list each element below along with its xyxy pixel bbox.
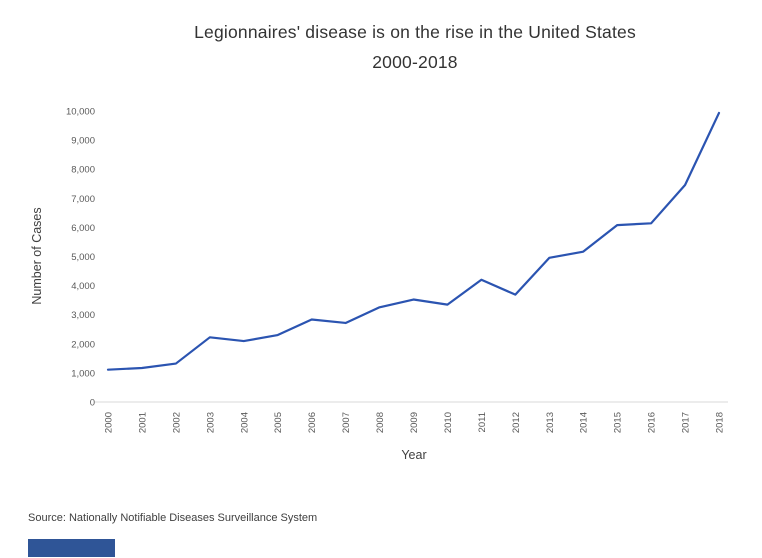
y-tick-label: 7,000 <box>71 194 95 205</box>
accent-bar <box>28 539 115 557</box>
x-tick-label: 2017 <box>681 412 692 433</box>
x-tick-label: 2004 <box>239 412 250 433</box>
source-note: Source: Nationally Notifiable Diseases S… <box>28 512 318 524</box>
x-tick-label: 2005 <box>273 412 284 433</box>
y-tick-label: 9,000 <box>71 136 95 147</box>
x-tick-label: 2015 <box>613 412 624 433</box>
x-tick-label: 2012 <box>511 412 522 433</box>
data-line-series <box>106 111 721 371</box>
x-tick-label: 2002 <box>171 412 182 433</box>
chart-title-line1: Legionnaires' disease is on the rise in … <box>194 22 636 42</box>
x-tick-label: 2003 <box>205 412 216 433</box>
x-tick-label: 2018 <box>715 412 726 433</box>
x-tick-label: 2016 <box>647 412 658 433</box>
chart-title-line2: 2000-2018 <box>372 52 458 72</box>
x-tick-label: 2010 <box>443 412 454 433</box>
x-tick-label: 2001 <box>137 412 148 433</box>
y-tick-label: 2,000 <box>71 339 95 350</box>
x-tick-label: 2006 <box>307 412 318 433</box>
x-tick-label: 2011 <box>477 412 488 432</box>
x-tick-label: 2008 <box>375 412 386 433</box>
x-axis-title: Year <box>401 448 427 462</box>
y-tick-label: 3,000 <box>71 310 95 321</box>
x-tick-label: 2009 <box>409 412 420 433</box>
x-tick-label: 2007 <box>341 412 352 433</box>
y-tick-label: 6,000 <box>71 223 95 234</box>
y-tick-label: 1,000 <box>71 368 95 379</box>
y-tick-label: 8,000 <box>71 165 95 176</box>
y-tick-label: 10,000 <box>66 107 95 118</box>
chart-title: Legionnaires' disease is on the rise in … <box>68 17 762 77</box>
y-tick-label: 0 <box>90 398 95 409</box>
x-tick-label: 2000 <box>104 412 115 433</box>
y-axis-title: Number of Cases <box>30 207 44 305</box>
x-tick-label: 2014 <box>579 412 590 433</box>
x-tick-label: 2013 <box>545 412 556 433</box>
y-tick-label: 5,000 <box>71 252 95 263</box>
y-tick-label: 4,000 <box>71 281 95 292</box>
